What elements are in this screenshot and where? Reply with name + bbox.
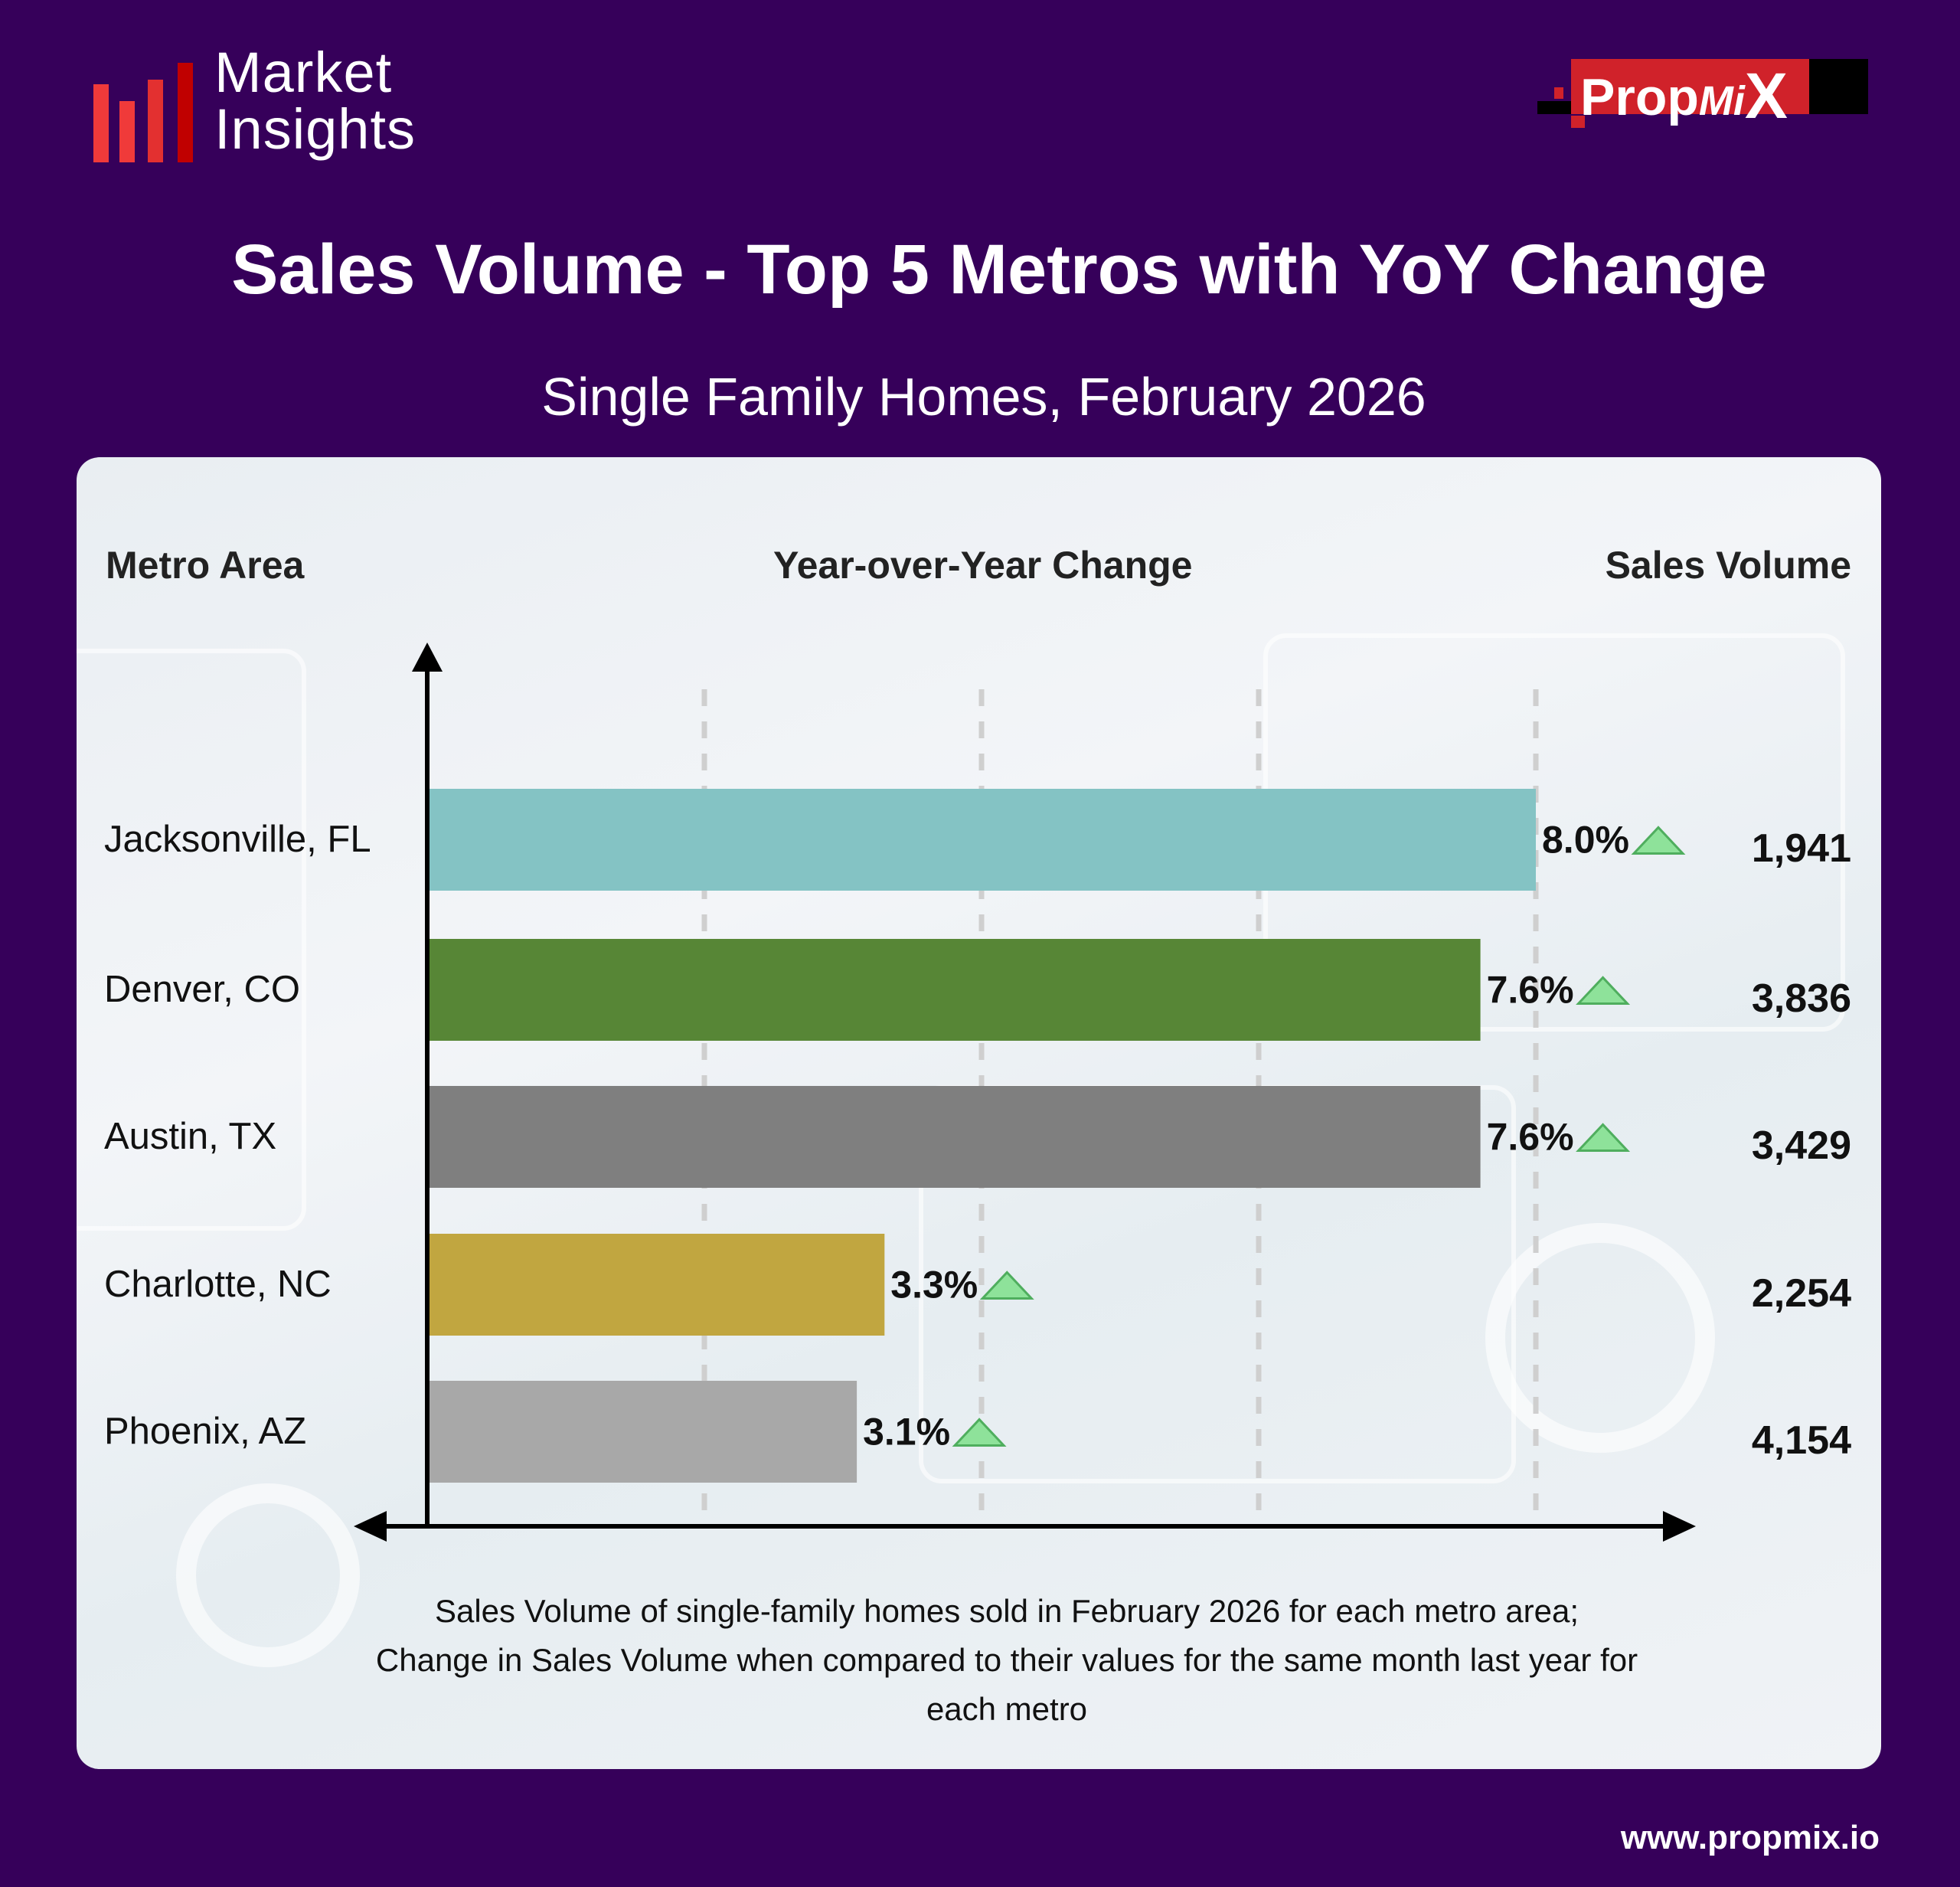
sales-volume-value: 2,254	[1751, 1271, 1851, 1316]
x-axis-right-arrow-icon	[1663, 1511, 1696, 1542]
header-yoy-change: Year-over-Year Change	[773, 544, 1193, 587]
metro-label: Phoenix, AZ	[104, 1411, 307, 1452]
up-arrow-icon	[1576, 976, 1631, 1005]
bar-chart: 8.0% 7.6% 7.6% 3.3% 3.1%	[354, 643, 1696, 1542]
sales-volume-value: 4,154	[1751, 1418, 1851, 1463]
bar	[427, 939, 1481, 1041]
metro-label: Charlotte, NC	[104, 1264, 332, 1305]
bar	[427, 1086, 1481, 1188]
chart-card: Metro Area Year-over-Year Change Sales V…	[77, 457, 1881, 1769]
note-line-3: each metro	[926, 1691, 1088, 1727]
metro-label: Austin, TX	[104, 1116, 277, 1157]
chart-title: Sales Volume - Top 5 Metros with YoY Cha…	[231, 231, 1767, 309]
up-arrow-icon	[979, 1271, 1034, 1300]
value-label: 7.6%	[1487, 1116, 1574, 1159]
chart-note: Sales Volume of single-family homes sold…	[77, 1587, 1881, 1734]
sales-volume-value: 3,836	[1751, 976, 1851, 1021]
up-arrow-icon	[952, 1418, 1007, 1447]
market-insights-logo: Market Insights	[92, 44, 475, 162]
logo-text-line2: Insights	[214, 97, 416, 161]
bar	[427, 789, 1536, 891]
value-label: 3.1%	[863, 1411, 950, 1454]
metro-label: Jacksonville, FL	[104, 819, 371, 860]
sales-volume-value: 1,941	[1751, 826, 1851, 871]
bar	[427, 1234, 885, 1336]
sales-volume-value: 3,429	[1751, 1123, 1851, 1168]
chart-subtitle: Single Family Homes, February 2026	[541, 367, 1426, 427]
note-line-1: Sales Volume of single-family homes sold…	[434, 1593, 1579, 1629]
propmix-logo: PropMiX	[1537, 59, 1868, 132]
value-label: 3.3%	[890, 1264, 978, 1307]
up-arrow-icon	[1631, 826, 1686, 855]
metro-label: Denver, CO	[104, 969, 300, 1010]
up-arrow-icon	[1576, 1123, 1631, 1152]
value-label: 7.6%	[1487, 969, 1574, 1012]
bar	[427, 1381, 858, 1483]
x-axis-left-arrow-icon	[354, 1511, 387, 1542]
note-line-2: Change in Sales Volume when compared to …	[375, 1642, 1638, 1678]
logo-text-line1: Market	[214, 41, 393, 104]
y-axis-arrow-icon	[412, 643, 443, 672]
website-url[interactable]: www.propmix.io	[1620, 1819, 1880, 1856]
header-metro-area: Metro Area	[106, 544, 305, 587]
value-label: 8.0%	[1542, 819, 1629, 862]
header-sales-volume: Sales Volume	[1605, 544, 1851, 587]
